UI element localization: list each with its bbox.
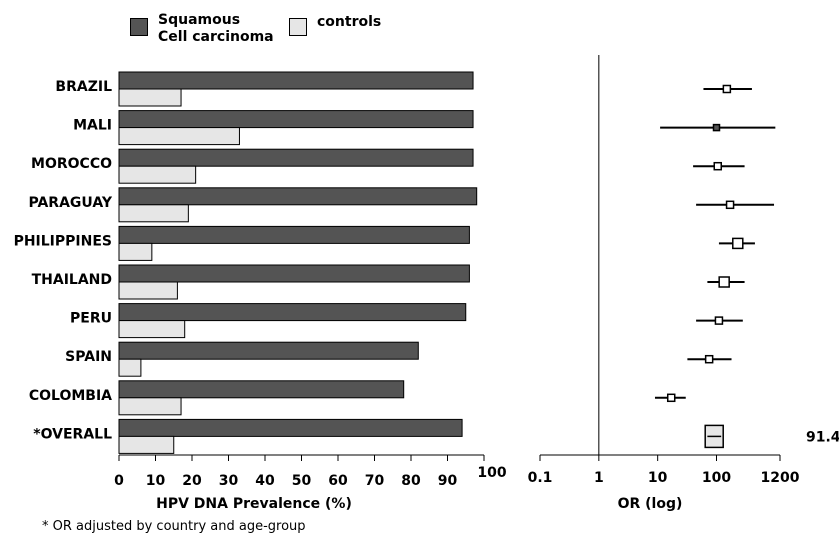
or-x-tick-label: 0.1	[528, 470, 553, 486]
or-x-axis-label: OR (log)	[618, 496, 683, 512]
bar-controls-mali	[118, 127, 240, 146]
or-marker-colombia	[666, 393, 676, 403]
or-x-tick-label: 10	[648, 470, 668, 486]
bar-x-tick-label: 30	[219, 473, 239, 489]
footnote: * OR adjusted by country and age-group	[42, 519, 306, 534]
category-label-mali: MALI	[73, 118, 112, 134]
bar-x-tick-label: 90	[438, 473, 458, 489]
bar-squamous-peru	[118, 303, 467, 322]
legend-label-controls: controls	[317, 14, 382, 30]
bar-squamous-philippines	[118, 225, 470, 244]
bar-squamous-morocco	[118, 148, 474, 167]
or-marker-peru	[714, 316, 724, 325]
category-label-thailand: THAILAND	[32, 272, 112, 288]
category-label-peru: PERU	[70, 311, 112, 327]
category-label-morocco: MOROCCO	[31, 156, 112, 172]
or-marker-paraguay	[725, 200, 735, 210]
category-label-spain: SPAIN	[65, 349, 112, 365]
legend-label-squamous-line1: Squamous	[158, 12, 241, 28]
bar-controls-colombia	[118, 397, 182, 416]
bar-squamous-overall	[118, 418, 463, 437]
or-marker-mali	[712, 123, 721, 132]
category-label-paraguay: PARAGUAY	[29, 195, 113, 211]
bar-squamous-colombia	[118, 380, 405, 399]
or-marker-morocco	[713, 161, 723, 171]
bar-x-tick-label: 70	[365, 473, 385, 489]
legend-swatch-squamous	[130, 18, 148, 36]
bar-controls-thailand	[118, 281, 178, 300]
or-x-tick-label: 1200	[761, 470, 800, 486]
bar-x-axis-label: HPV DNA Prevalence (%)	[156, 496, 352, 512]
bar-x-tick-label: 0	[114, 473, 124, 489]
bar-controls-brazil	[118, 88, 182, 107]
bar-squamous-mali	[118, 110, 474, 129]
bar-squamous-spain	[118, 341, 419, 360]
bar-x-tick-label: 100	[477, 465, 506, 481]
legend-label-squamous: Squamous Cell carcinoma	[158, 12, 274, 46]
bar-squamous-brazil	[118, 71, 474, 90]
legend-label-squamous-line2: Cell carcinoma	[158, 29, 274, 45]
bar-x-tick-label: 40	[255, 473, 275, 489]
or-x-tick-label: 1	[594, 470, 604, 486]
bar-controls-paraguay	[118, 204, 189, 223]
bar-controls-peru	[118, 320, 186, 339]
bar-controls-overall	[118, 435, 175, 454]
bar-x-tick-label: 10	[146, 473, 166, 489]
or-marker-brazil	[722, 84, 732, 94]
bar-controls-morocco	[118, 165, 197, 184]
bar-x-tick-label: 50	[292, 473, 312, 489]
overall-or-label: 91.4	[806, 429, 839, 445]
bar-x-tick-label: 60	[328, 473, 348, 489]
bar-controls-spain	[118, 358, 142, 377]
category-label-brazil: BRAZIL	[55, 79, 112, 95]
category-label-colombia: COLOMBIA	[29, 388, 112, 404]
bar-squamous-paraguay	[118, 187, 478, 206]
or-marker-spain	[704, 354, 714, 364]
or-x-tick-label: 100	[702, 470, 731, 486]
bar-x-tick-label: 80	[401, 473, 421, 489]
or-marker-thailand	[718, 276, 730, 288]
bar-controls-philippines	[118, 242, 153, 261]
category-label-philippines: PHILIPPINES	[14, 233, 112, 249]
legend-swatch-controls	[289, 18, 307, 36]
bar-x-tick-label: 20	[182, 473, 202, 489]
category-label-overall: *OVERALL	[33, 426, 112, 442]
bar-squamous-thailand	[118, 264, 470, 283]
or-marker-philippines	[732, 237, 744, 250]
